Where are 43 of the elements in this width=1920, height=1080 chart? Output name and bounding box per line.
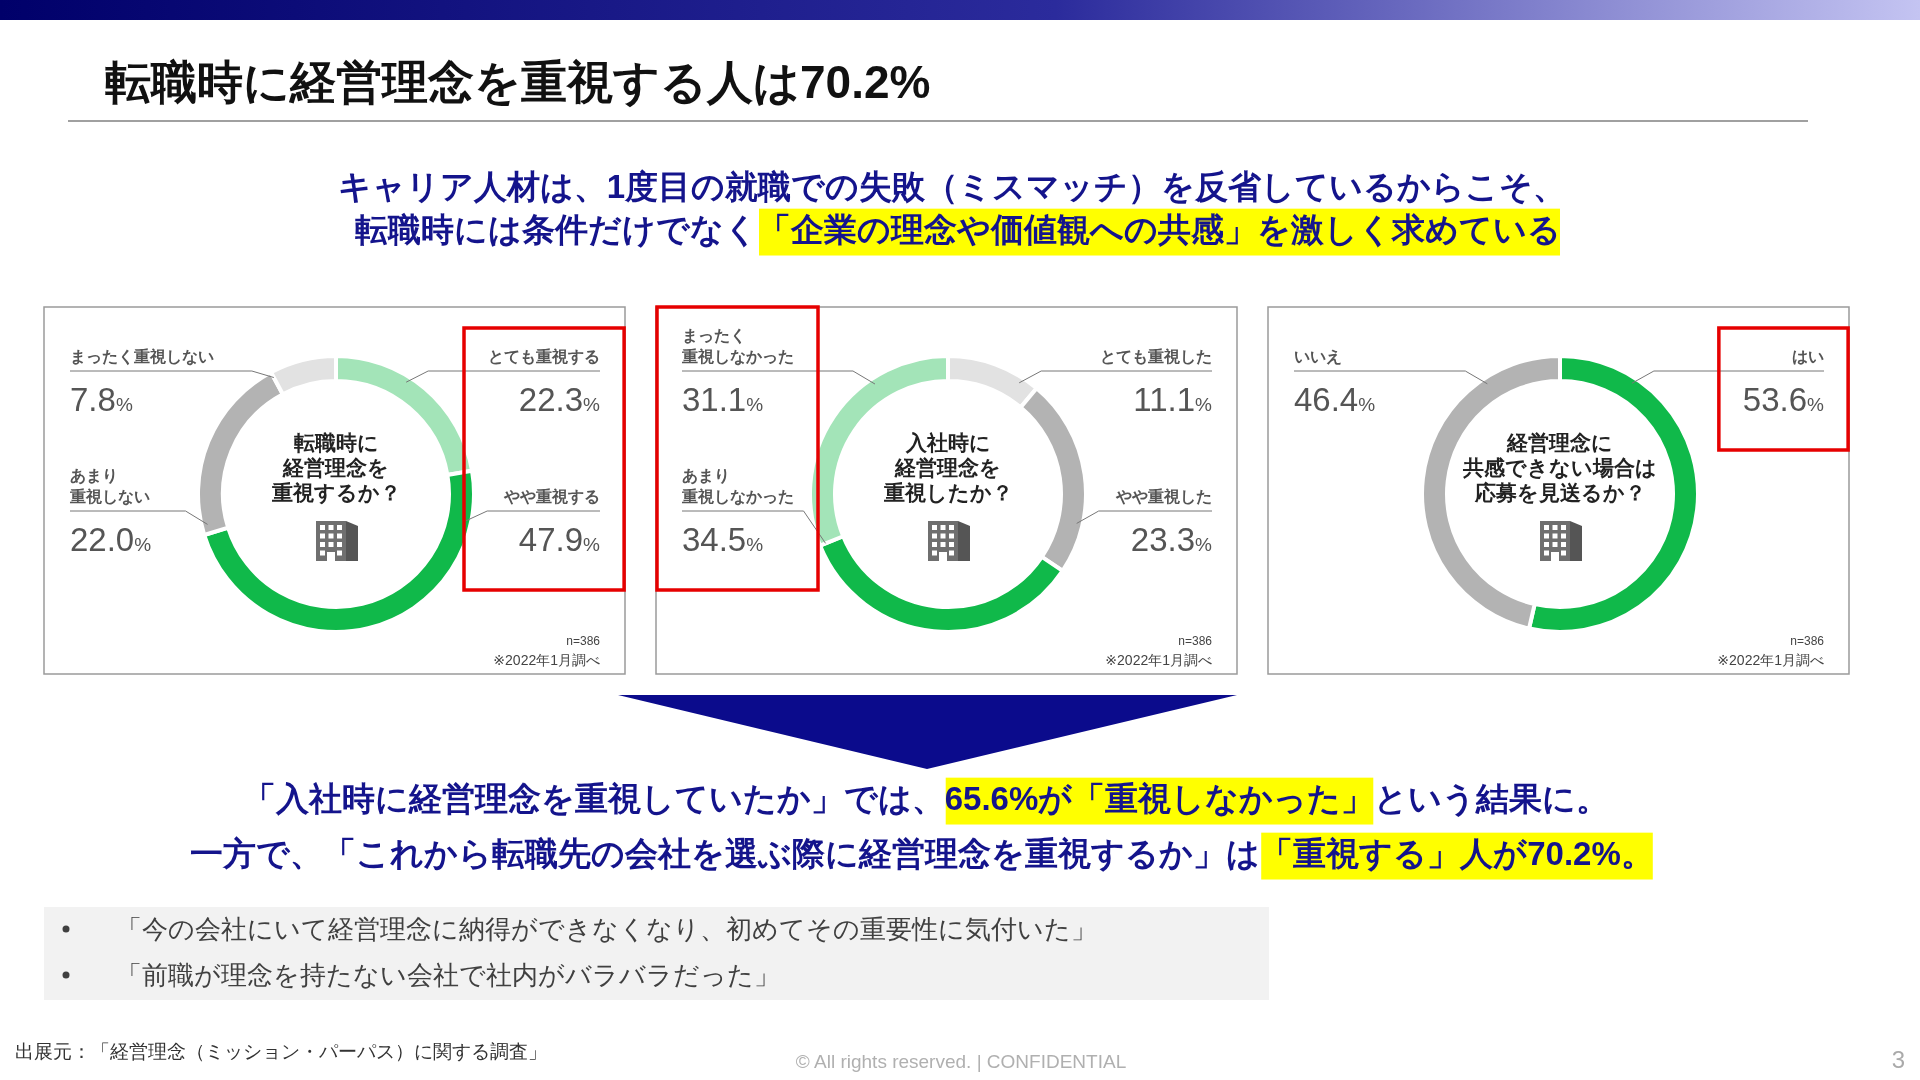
data-label: 22.3% [518,381,601,418]
text: 3 [1891,1046,1905,1073]
text: 一方で、「これから転職先の会社を選ぶ際に経営理念を重視するか」は [190,835,1261,872]
data-label: 7.8% [70,381,133,418]
text: 「重視する」人が70.2%。 [1260,835,1654,872]
text: 転職時には条件だけでなく [355,211,758,248]
slice-label: あまり重視しなかった [681,467,794,506]
slice-label: いいえ [1294,348,1342,365]
text: 転職時に経営理念を重視する人は70.2% [105,56,931,108]
data-label: 53.6% [1742,381,1825,418]
text: 「今の会社にいて経営理念に納得ができなくなり、初めてその重要性に気付いた」 [116,914,1097,944]
slice-label: やや重視した [1115,488,1212,505]
text: n=386 [1178,634,1213,648]
text: n=386 [566,634,601,648]
slice-label: まったく重視しなかった [681,327,794,366]
text: 入社時に経営理念を重視したか？ [882,431,1013,504]
slice-label: まったく重視しない [70,348,214,366]
text: 「入社時に経営理念を重視していたか」では、 [242,780,945,817]
data-label: 46.4% [1294,381,1376,418]
data-label: 23.3% [1130,521,1213,558]
text: 65.6%が「重視しなかった」 [944,780,1375,817]
text: 経営理念に共感できない場合は応募を見送るか？ [1462,431,1657,504]
text: キャリア人材は、1度目の就職での失敗（ミスマッチ）を反省しているからこそ、 [337,168,1567,205]
text: 「前職が理念を持たない会社で社内がバラバラだった」 [116,960,780,990]
slice-label: はい [1792,348,1824,365]
slice-label: とても重視する [488,348,600,366]
slice-label: あまり重視しない [69,467,150,506]
text: n=386 [1790,634,1825,648]
text: ※2022年1月調べ [493,652,600,668]
slice-label: やや重視する [503,488,600,506]
text: ※2022年1月調べ [1105,652,1212,668]
text: 出展元：「経営理念（ミッション・パーパス）に関する調査」 [15,1041,547,1062]
text: ※2022年1月調べ [1717,652,1824,668]
text: 転職時に経営理念を重視するか？ [270,431,401,505]
slice-label: とても重視した [1100,348,1212,365]
data-label: 34.5% [682,521,764,558]
data-label: 11.1% [1133,381,1213,418]
text: © All rights reserved. | CONFIDENTIAL [795,1051,1127,1072]
data-label: 47.9% [518,521,601,558]
text: という結果に。 [1374,780,1610,817]
data-label: 31.1% [682,381,764,418]
data-label: 22.0% [70,521,152,558]
text: 「企業の理念や価値観への共感」を激しく求めている [758,211,1561,248]
